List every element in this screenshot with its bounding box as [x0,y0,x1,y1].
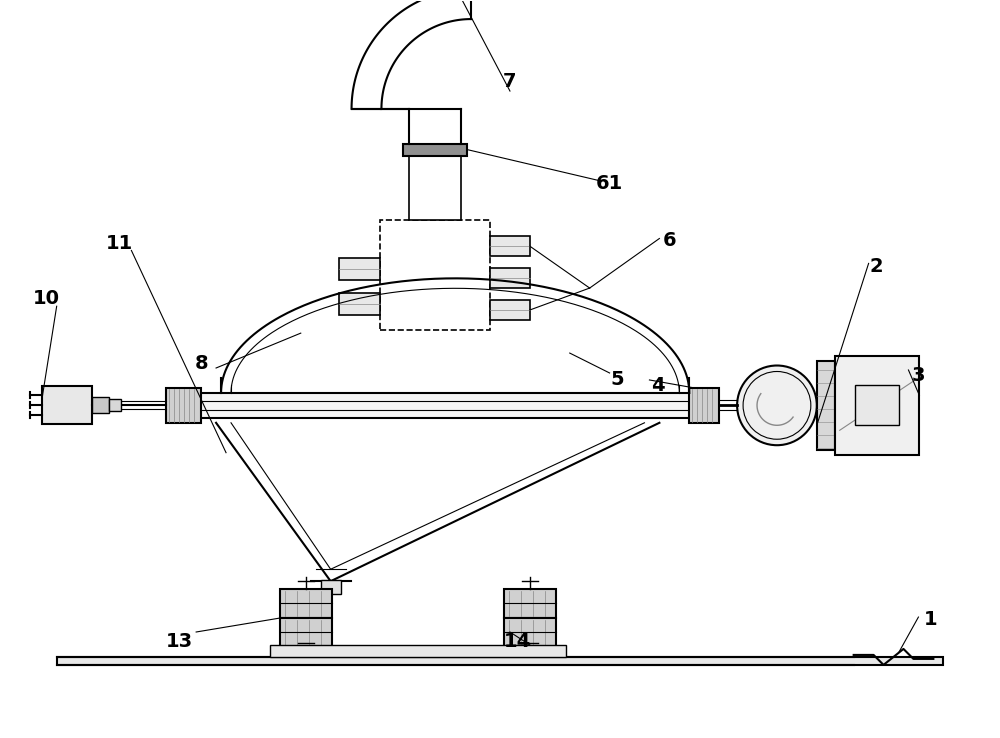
Text: 10: 10 [33,289,60,308]
Text: 11: 11 [106,234,133,253]
Bar [166,388,201,423]
Bar [689,388,719,423]
Bar [339,293,380,315]
Text: 3: 3 [912,367,925,385]
Text: 14: 14 [504,632,532,652]
Bar [835,356,919,455]
Text: 1: 1 [924,610,937,629]
Bar [339,258,380,280]
Bar [409,156,461,221]
Text: 13: 13 [166,632,193,652]
Bar [504,589,556,618]
Circle shape [743,371,811,439]
Bar [196,393,694,418]
Bar [92,397,109,413]
Bar [490,268,530,288]
Text: 5: 5 [611,370,624,390]
Bar [504,618,556,647]
Bar [817,361,835,450]
Bar [57,657,943,665]
Text: 6: 6 [663,231,676,250]
Text: 8: 8 [194,354,208,373]
Bar [280,618,332,647]
Bar [270,645,566,657]
Circle shape [737,365,817,445]
Bar [109,399,121,411]
Text: 7: 7 [503,72,517,91]
Bar [42,387,92,424]
Text: 4: 4 [651,376,664,396]
Bar [380,221,490,330]
Bar [403,144,467,156]
Text: 2: 2 [870,257,883,276]
Text: 61: 61 [596,174,623,193]
Bar [280,589,332,618]
Bar [490,236,530,256]
Bar [490,300,530,320]
Bar [855,385,899,425]
Bar [321,580,341,594]
